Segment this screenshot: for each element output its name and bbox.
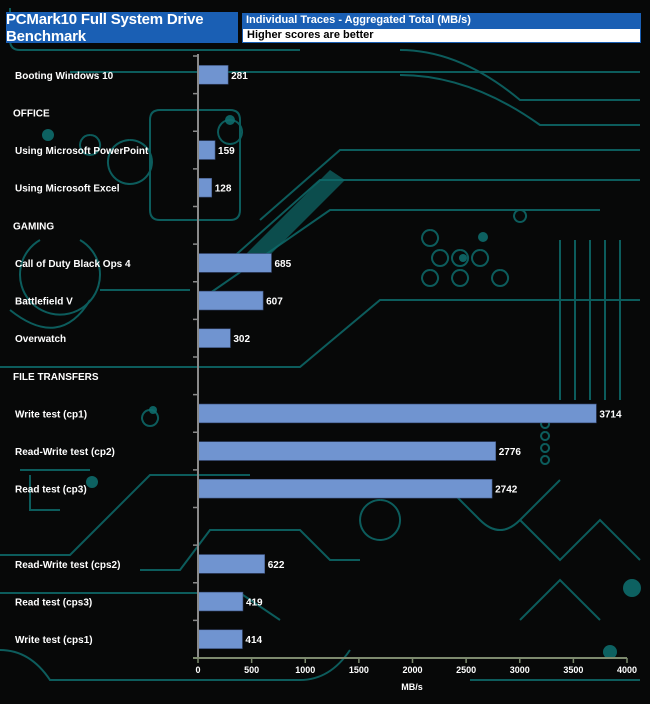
bar bbox=[197, 554, 266, 574]
x-tick-label: 1000 bbox=[295, 665, 315, 675]
category-label: Call of Duty Black Ops 4 bbox=[15, 259, 131, 270]
x-tick-label: 500 bbox=[244, 665, 259, 675]
category-label: Using Microsoft PowerPoint bbox=[15, 146, 149, 157]
bar bbox=[197, 290, 264, 311]
subtitle-box: Individual Traces - Aggregated Total (MB… bbox=[242, 13, 641, 43]
bar bbox=[197, 441, 497, 461]
x-axis-label: MB/s bbox=[401, 682, 423, 692]
category-label: Read-Write test (cps2) bbox=[15, 560, 120, 571]
bar bbox=[197, 253, 272, 273]
bar bbox=[197, 140, 216, 160]
category-label: Write test (cps1) bbox=[15, 635, 93, 646]
category-header: FILE TRANSFERS bbox=[13, 372, 99, 383]
x-tick-label: 3000 bbox=[510, 665, 530, 675]
x-tick-label: 3500 bbox=[563, 665, 583, 675]
x-tick-label: 4000 bbox=[617, 665, 637, 675]
category-label: Booting Windows 10 bbox=[15, 71, 114, 82]
data-label: 419 bbox=[246, 598, 263, 609]
x-tick-label: 2000 bbox=[402, 665, 422, 675]
data-label: 159 bbox=[218, 146, 235, 157]
data-label: 302 bbox=[233, 334, 250, 345]
category-header: GAMING bbox=[13, 221, 54, 232]
data-label: 2742 bbox=[495, 485, 518, 496]
category-label: Using Microsoft Excel bbox=[15, 184, 120, 195]
bar bbox=[197, 177, 213, 198]
category-header: OFFICE bbox=[13, 108, 50, 119]
x-tick-label: 1500 bbox=[349, 665, 369, 675]
chart-title: PCMark10 Full System Drive Benchmark bbox=[6, 11, 238, 45]
bar bbox=[197, 403, 597, 424]
data-label: 281 bbox=[231, 71, 248, 82]
data-label: 414 bbox=[245, 635, 262, 646]
data-label: 3714 bbox=[599, 409, 622, 420]
x-tick-label: 0 bbox=[195, 665, 200, 675]
bar bbox=[197, 65, 229, 85]
bar bbox=[197, 478, 493, 499]
chart-subtitle: Individual Traces - Aggregated Total (MB… bbox=[242, 13, 641, 28]
data-label: 685 bbox=[274, 259, 291, 270]
category-label: Overwatch bbox=[15, 334, 66, 345]
category-label: Read-Write test (cp2) bbox=[15, 447, 115, 458]
chart-note: Higher scores are better bbox=[242, 28, 641, 43]
category-label: Read test (cps3) bbox=[15, 598, 92, 609]
x-tick-label: 2500 bbox=[456, 665, 476, 675]
bar bbox=[197, 629, 243, 649]
bar bbox=[197, 591, 244, 612]
data-label: 607 bbox=[266, 297, 283, 308]
data-label: 622 bbox=[268, 560, 285, 571]
category-label: Write test (cp1) bbox=[15, 409, 87, 420]
bar bbox=[197, 328, 231, 348]
category-label: Battlefield V bbox=[15, 297, 73, 308]
category-label: Read test (cp3) bbox=[15, 485, 87, 496]
data-label: 2776 bbox=[499, 447, 522, 458]
data-label: 128 bbox=[215, 184, 232, 195]
